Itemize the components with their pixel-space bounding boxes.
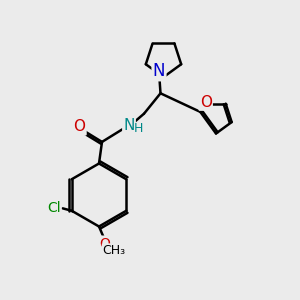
Text: Cl: Cl: [47, 201, 61, 215]
Text: H: H: [133, 122, 143, 135]
Text: N: N: [153, 62, 165, 80]
Text: O: O: [99, 237, 110, 250]
Text: N: N: [123, 118, 135, 133]
Text: CH₃: CH₃: [102, 244, 126, 257]
Text: O: O: [74, 119, 86, 134]
Text: O: O: [200, 95, 212, 110]
